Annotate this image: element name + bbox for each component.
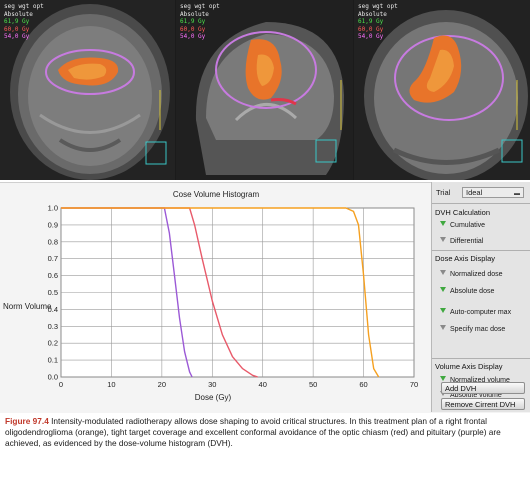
sagittal-scan-view[interactable]: seg wgt opt Absolute 61,9 Gy 60,0 Gy 54,… xyxy=(176,0,353,180)
y-tick-label: 0.0 xyxy=(48,373,58,382)
radio-unselected-icon xyxy=(440,325,446,330)
dose-level-3: 54,0 Gy xyxy=(358,33,384,40)
x-tick-label: 60 xyxy=(359,380,367,389)
remove-current-dvh-button[interactable]: Remove Cirrent DVH xyxy=(441,398,525,410)
y-tick-label: 0.4 xyxy=(48,305,58,314)
x-axis-label: Dose (Gy) xyxy=(195,393,232,402)
scan-dose-legend: seg wgt opt Absolute 61,9 Gy 60,0 Gy 54,… xyxy=(180,3,220,41)
figure-caption: Figure 97.4 Intensity-modulated radiothe… xyxy=(5,416,527,449)
x-tick-label: 70 xyxy=(410,380,418,389)
x-tick-label: 20 xyxy=(158,380,166,389)
dose-level-3: 54,0 Gy xyxy=(4,33,30,40)
dose-level-2: 60,0 Gy xyxy=(4,25,30,33)
radio-selected-icon xyxy=(440,287,446,292)
y-tick-label: 0.1 xyxy=(48,356,58,365)
scan-dose-legend: seg wgt opt Absolute 61,9 Gy 60,0 Gy 54,… xyxy=(4,3,44,41)
dvh-series xyxy=(61,207,380,378)
dvh-calculation-title: DVH Calculation xyxy=(435,208,491,217)
absolute-dose-radio[interactable]: Absolute dose xyxy=(440,286,494,295)
y-tick-label: 0.8 xyxy=(48,237,58,246)
add-dvh-button[interactable]: Add DVH xyxy=(441,382,525,394)
x-tick-label: 30 xyxy=(208,380,216,389)
divider xyxy=(432,358,530,359)
differential-label: Differential xyxy=(450,238,484,245)
dose-level-3: 54,0 Gy xyxy=(180,33,206,40)
differential-radio[interactable]: Differential xyxy=(440,236,483,245)
scan-dose-legend: seg wgt opt Absolute 61,9 Gy 60,0 Gy 54,… xyxy=(358,3,398,41)
trial-select[interactable]: Ideal ▬ xyxy=(462,187,524,198)
x-tick-label: 40 xyxy=(259,380,267,389)
coronal-scan-view[interactable]: seg wgt opt Absolute 61,9 Gy 60,0 Gy 54,… xyxy=(354,0,530,180)
normalized-dose-label: Normalized dose xyxy=(450,271,503,278)
dose-axis-display-title: Dose Axis Display xyxy=(435,254,496,263)
radio-selected-icon xyxy=(440,221,446,226)
specify-max-radio[interactable]: Specify mac dose xyxy=(440,324,505,333)
cumulative-radio[interactable]: Cumulative xyxy=(440,220,485,229)
radio-unselected-icon xyxy=(440,270,446,275)
absolute-volume-label: Absolute volume xyxy=(450,392,502,399)
divider xyxy=(432,250,530,251)
axial-scan-image xyxy=(0,0,175,180)
cumulative-label: Cumulative xyxy=(450,222,486,229)
absolute-dose-label: Absolute dose xyxy=(450,288,495,295)
axial-scan-view[interactable]: seg wgt opt Absolute 61,9 Gy 60,0 Gy 54,… xyxy=(0,0,175,180)
y-tick-label: 0.9 xyxy=(48,220,58,229)
divider xyxy=(432,203,530,204)
dose-level-1: 61,9 Gy xyxy=(4,18,30,25)
radio-selected-icon xyxy=(440,376,446,381)
trial-select-value: Ideal xyxy=(466,188,483,197)
figure-caption-text: Intensity-modulated radiotherapy allows … xyxy=(5,416,501,448)
sagittal-scan-image xyxy=(176,0,353,180)
x-tick-label: 10 xyxy=(107,380,115,389)
radio-unselected-icon xyxy=(440,237,446,242)
scan-mode: Absolute xyxy=(4,10,33,18)
scan-mode: Absolute xyxy=(180,10,209,18)
radio-selected-icon xyxy=(440,308,446,313)
y-tick-label: 0.5 xyxy=(48,288,58,297)
dose-level-2: 60,0 Gy xyxy=(358,25,384,33)
auto-max-label: Auto-computer max xyxy=(450,309,512,316)
dvh-series-line-1 xyxy=(61,207,193,378)
dose-level-1: 61,9 Gy xyxy=(180,18,206,25)
dvh-chart: Cose Volume Histogram Dose (Gy) Norm Vol… xyxy=(3,190,419,402)
normalized-volume-radio[interactable]: Normalized volume xyxy=(440,375,510,384)
trial-label: Trial xyxy=(436,188,451,197)
volume-axis-display-title: Volume Axis Display xyxy=(435,362,503,371)
y-tick-label: 1.0 xyxy=(48,204,58,213)
dvh-control-panel: Trial Ideal ▬ DVH Calculation Cumulative… xyxy=(431,182,530,412)
y-tick-label: 0.6 xyxy=(48,271,58,280)
x-tick-label: 50 xyxy=(309,380,317,389)
auto-max-radio[interactable]: Auto-computer max xyxy=(440,307,511,316)
scan-title: seg wgt opt xyxy=(358,3,398,10)
axis-ticks: 0 10 20 30 40 50 60 70 0.0 0.1 0.2 0.3 0.4 0.5 0.6 0.7 0… xyxy=(48,204,419,390)
x-tick-label: 0 xyxy=(59,380,63,389)
chart-title: Cose Volume Histogram xyxy=(173,190,260,199)
figure-label: Figure 97.4 xyxy=(5,416,49,426)
normalized-volume-label: Normalized volume xyxy=(450,377,510,384)
scan-title: seg wgt opt xyxy=(4,3,44,10)
coronal-scan-image xyxy=(354,0,530,180)
scan-title: seg wgt opt xyxy=(180,3,220,10)
scan-mode: Absolute xyxy=(358,10,387,18)
y-tick-label: 0.3 xyxy=(48,322,58,331)
dvh-series-line-2 xyxy=(61,207,258,378)
dvh-series-line-3 xyxy=(61,207,380,378)
y-axis-label: Norm Volume xyxy=(3,302,52,311)
normalized-dose-radio[interactable]: Normalized dose xyxy=(440,269,503,278)
mri-scan-strip: seg wgt opt Absolute 61,9 Gy 60,0 Gy 54,… xyxy=(0,0,530,180)
chevron-down-icon: ▬ xyxy=(514,191,520,197)
dose-level-2: 60,0 Gy xyxy=(180,25,206,33)
y-tick-label: 0.2 xyxy=(48,339,58,348)
dose-level-1: 61,9 Gy xyxy=(358,18,384,25)
specify-max-label: Specify mac dose xyxy=(450,326,506,333)
y-tick-label: 0.7 xyxy=(48,254,58,263)
